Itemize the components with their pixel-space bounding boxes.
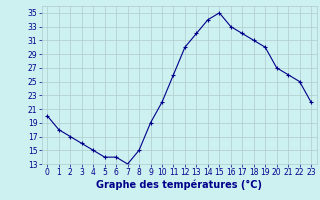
X-axis label: Graphe des températures (°C): Graphe des températures (°C)	[96, 180, 262, 190]
